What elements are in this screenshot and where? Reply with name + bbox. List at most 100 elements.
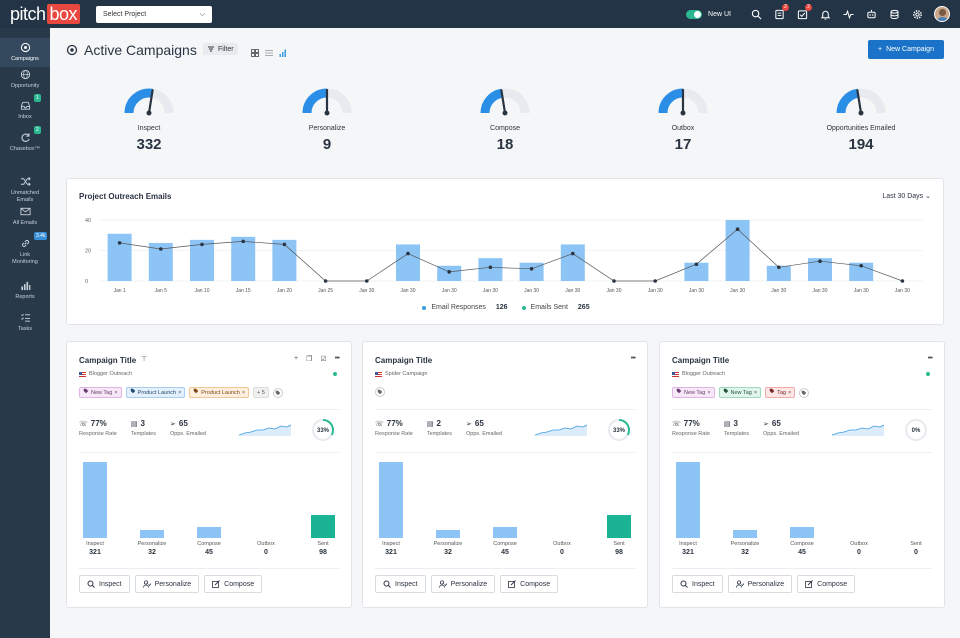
- filter-button[interactable]: Filter: [203, 43, 238, 55]
- inspect-button[interactable]: Inspect: [375, 575, 426, 593]
- remove-tag-icon[interactable]: ×: [114, 389, 118, 396]
- tag[interactable]: Tag ×: [765, 387, 796, 398]
- stage-bar-inspect[interactable]: [676, 462, 700, 538]
- chart-bar[interactable]: [231, 236, 256, 281]
- chart-point[interactable]: [406, 251, 410, 256]
- remove-tag-icon[interactable]: ×: [707, 389, 711, 396]
- compose-button[interactable]: Compose: [204, 575, 263, 593]
- sidebar-item-reports[interactable]: Reports: [0, 280, 50, 301]
- chart-point[interactable]: [200, 242, 204, 247]
- sidebar-item-inbox[interactable]: Inbox 1: [0, 94, 50, 121]
- personalize-button[interactable]: Personalize: [727, 575, 793, 593]
- gauge-inspect[interactable]: Inspect 332: [94, 86, 204, 153]
- sidebar-item-campaigns[interactable]: Campaigns: [0, 38, 50, 67]
- chart-point[interactable]: [859, 263, 863, 268]
- stage-bar-compose[interactable]: [790, 527, 814, 538]
- list-view-icon[interactable]: [265, 44, 273, 56]
- tag[interactable]: Product Launch ×: [125, 387, 186, 398]
- chart-point[interactable]: [900, 279, 905, 283]
- search-icon[interactable]: [750, 8, 762, 20]
- add-tag-icon[interactable]: [799, 387, 810, 398]
- new-ui-toggle[interactable]: [686, 9, 703, 19]
- more-icon[interactable]: •••: [334, 355, 340, 362]
- new-campaign-button[interactable]: + New Campaign: [868, 40, 944, 59]
- stage-bar-personalize[interactable]: [733, 530, 757, 538]
- gear-icon[interactable]: [911, 8, 923, 20]
- chart-point[interactable]: [777, 265, 781, 270]
- legend-item-responses[interactable]: Email Responses 126: [422, 304, 508, 311]
- stage-bar-compose[interactable]: [197, 527, 221, 538]
- campaign-card[interactable]: Campaign Title Spider Campaign ••• ☏ 77% Resp…: [362, 341, 648, 608]
- chart-point[interactable]: [117, 241, 122, 245]
- chart-bar[interactable]: [560, 244, 585, 281]
- remove-tag-icon[interactable]: ×: [753, 389, 758, 396]
- personalize-button[interactable]: Personalize: [134, 575, 200, 593]
- chart-point[interactable]: [365, 279, 369, 283]
- database-icon[interactable]: [888, 8, 900, 20]
- more-icon[interactable]: •••: [630, 355, 636, 362]
- chart-point[interactable]: [529, 267, 534, 271]
- check-icon[interactable]: 2: [796, 4, 812, 20]
- gauge-outbox[interactable]: Outbox 17: [628, 86, 738, 153]
- chart-bar[interactable]: [190, 239, 214, 281]
- chart-view-icon[interactable]: [279, 44, 287, 57]
- chart-point[interactable]: [241, 239, 245, 244]
- stage-bar-inspect[interactable]: [83, 462, 107, 538]
- pitchbox-logo[interactable]: pitch box: [10, 4, 81, 25]
- legend-item-sent[interactable]: Emails Sent 265: [521, 304, 590, 311]
- remove-tag-icon[interactable]: ×: [241, 389, 246, 396]
- sidebar-item-all-emails[interactable]: All Emails: [0, 206, 50, 227]
- chart-bar[interactable]: [396, 244, 420, 281]
- chart-point[interactable]: [323, 279, 328, 283]
- copy-icon[interactable]: ❐: [306, 356, 313, 363]
- chart-bar[interactable]: [684, 262, 709, 281]
- chart-bar[interactable]: [766, 265, 791, 281]
- bell-icon[interactable]: [819, 8, 831, 20]
- chart-point[interactable]: [447, 270, 452, 274]
- chart-bar[interactable]: [272, 239, 297, 281]
- sidebar-item-tasks[interactable]: Tasks: [0, 312, 50, 333]
- campaign-title[interactable]: Campaign Title: [672, 356, 730, 365]
- pin-icon[interactable]: ⊤: [141, 356, 148, 363]
- sidebar-item-unmatched-emails[interactable]: Unmatched Emails: [0, 176, 50, 203]
- gauge-personalize[interactable]: Personalize 9: [272, 86, 382, 153]
- campaign-card[interactable]: Campaign Title Blogger Outreach + ❐ ☑ ••• ⊤ New…: [66, 341, 352, 608]
- tag[interactable]: New Tag ×: [79, 387, 122, 398]
- stage-bar-compose[interactable]: [493, 527, 517, 538]
- date-range-select[interactable]: Last 30 Days ⌄: [882, 192, 931, 200]
- chart-point[interactable]: [488, 265, 493, 270]
- stage-bar-sent[interactable]: [607, 515, 631, 538]
- stage-bar-inspect[interactable]: [379, 462, 403, 538]
- personalize-button[interactable]: Personalize: [430, 575, 496, 593]
- remove-tag-icon[interactable]: ×: [787, 389, 792, 396]
- activity-icon[interactable]: [842, 8, 854, 20]
- add-tag-icon[interactable]: [272, 387, 283, 398]
- campaign-title[interactable]: Campaign Title: [79, 356, 137, 365]
- chart-point[interactable]: [735, 227, 740, 231]
- tag[interactable]: New Tag ×: [718, 387, 762, 398]
- chart-bar[interactable]: [478, 258, 503, 281]
- campaign-title[interactable]: Campaign Title: [375, 356, 433, 365]
- gauge-opportunities-emailed[interactable]: Opportunities Emailed 194: [806, 86, 916, 153]
- stage-bar-personalize[interactable]: [140, 530, 164, 538]
- gauge-compose[interactable]: Compose 18: [450, 86, 560, 153]
- compose-button[interactable]: Compose: [797, 575, 856, 593]
- tag[interactable]: Product Launch ×: [189, 387, 250, 398]
- stage-bar-personalize[interactable]: [436, 530, 460, 538]
- plus-icon[interactable]: +: [293, 355, 299, 362]
- more-icon[interactable]: •••: [927, 355, 933, 362]
- chart-point[interactable]: [159, 247, 163, 251]
- stage-bar-sent[interactable]: [311, 515, 335, 538]
- user-avatar[interactable]: [934, 6, 950, 22]
- chart-point[interactable]: [612, 279, 616, 283]
- sidebar-item-link-monitoring[interactable]: Link Monitoring 3.4k: [0, 232, 50, 265]
- robot-icon[interactable]: [865, 8, 877, 20]
- checklist-icon[interactable]: ☑: [320, 356, 327, 363]
- sidebar-item-chasebox[interactable]: Chasebox™ 2: [0, 126, 50, 153]
- notes-icon[interactable]: 2: [773, 4, 789, 20]
- compose-button[interactable]: Compose: [500, 575, 559, 593]
- remove-tag-icon[interactable]: ×: [178, 389, 182, 396]
- grid-view-icon[interactable]: [251, 44, 259, 57]
- campaign-card[interactable]: Campaign Title Blogger Outreach ••• New Tag…: [659, 341, 945, 608]
- tag[interactable]: + 5: [253, 387, 269, 398]
